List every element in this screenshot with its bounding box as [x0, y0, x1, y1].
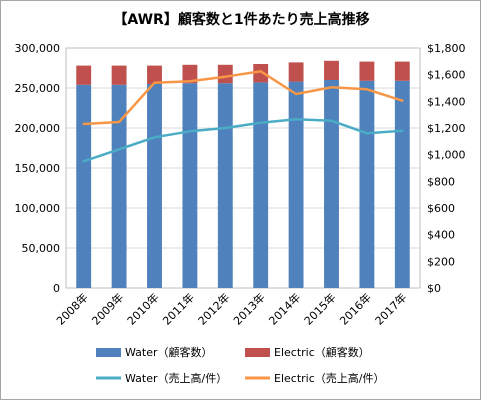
bar-water-customers	[288, 81, 304, 288]
chart-title: 【AWR】顧客数と1件あたり売上高推移	[113, 12, 370, 28]
bar-electric-customers	[147, 65, 162, 84]
legend-water-revenue-label: Water（売上高/件）	[125, 371, 227, 385]
left-tick-label: 250,000	[15, 82, 61, 95]
category-label: 2015年	[301, 290, 338, 327]
right-tick-label: $400	[427, 229, 455, 242]
bar-electric-customers	[182, 64, 198, 84]
bar-electric-customers	[217, 64, 233, 84]
plot-area	[65, 47, 421, 289]
bar-water-customers	[182, 83, 198, 288]
left-tick-label: 50,000	[22, 242, 61, 255]
left-tick-label: 300,000	[15, 42, 61, 55]
bar-water-customers	[147, 84, 162, 288]
category-label: 2017年	[372, 290, 409, 327]
right-tick-label: $1,600	[427, 69, 466, 82]
category-label: 2016年	[337, 290, 374, 327]
category-label: 2011年	[160, 290, 197, 327]
right-tick-label: $0	[427, 282, 441, 295]
left-tick-label: 0	[53, 282, 60, 295]
bar-electric-customers	[253, 64, 269, 83]
bar-electric-customers	[76, 65, 92, 85]
left-tick-label: 100,000	[15, 202, 61, 215]
right-tick-label: $200	[427, 255, 455, 268]
left-tick-label: 200,000	[15, 122, 61, 135]
category-label: 2010年	[124, 290, 161, 327]
legend-electric-revenue-label: Electric（売上高/件）	[274, 371, 384, 385]
right-tick-label: $1,800	[427, 42, 466, 55]
bar-water-customers	[394, 80, 410, 288]
bar-electric-customers	[111, 65, 127, 85]
bar-water-customers	[359, 80, 375, 288]
category-label: 2013年	[230, 290, 267, 327]
bar-electric-customers	[324, 60, 339, 80]
bar-electric-customers	[288, 62, 304, 82]
line-water-revenue	[82, 118, 404, 163]
bar-electric-customers	[359, 61, 375, 81]
category-label: 2008年	[53, 290, 90, 327]
right-tick-label: $1,200	[427, 122, 466, 135]
legend-water-customers-label: Water（顧客数）	[125, 345, 213, 359]
legend-electric-customers-label: Electric（顧客数）	[274, 345, 370, 359]
legend-water-customers-swatch	[96, 348, 121, 357]
bar-water-customers	[253, 82, 269, 289]
right-tick-label: $600	[427, 202, 455, 215]
line-electric-revenue	[82, 70, 404, 126]
category-label: 2014年	[266, 290, 303, 327]
right-tick-label: $800	[427, 175, 455, 188]
right-tick-label: $1,000	[427, 149, 466, 162]
bar-water-customers	[76, 84, 92, 288]
bar-water-customers	[217, 83, 233, 288]
category-label: 2012年	[195, 290, 232, 327]
category-label: 2009年	[89, 290, 126, 327]
legend-electric-customers-swatch	[245, 348, 270, 357]
bar-water-customers	[111, 84, 127, 288]
bar-water-customers	[324, 80, 339, 288]
bar-electric-customers	[394, 61, 410, 81]
left-tick-label: 150,000	[15, 162, 61, 175]
right-tick-label: $1,400	[427, 95, 466, 108]
